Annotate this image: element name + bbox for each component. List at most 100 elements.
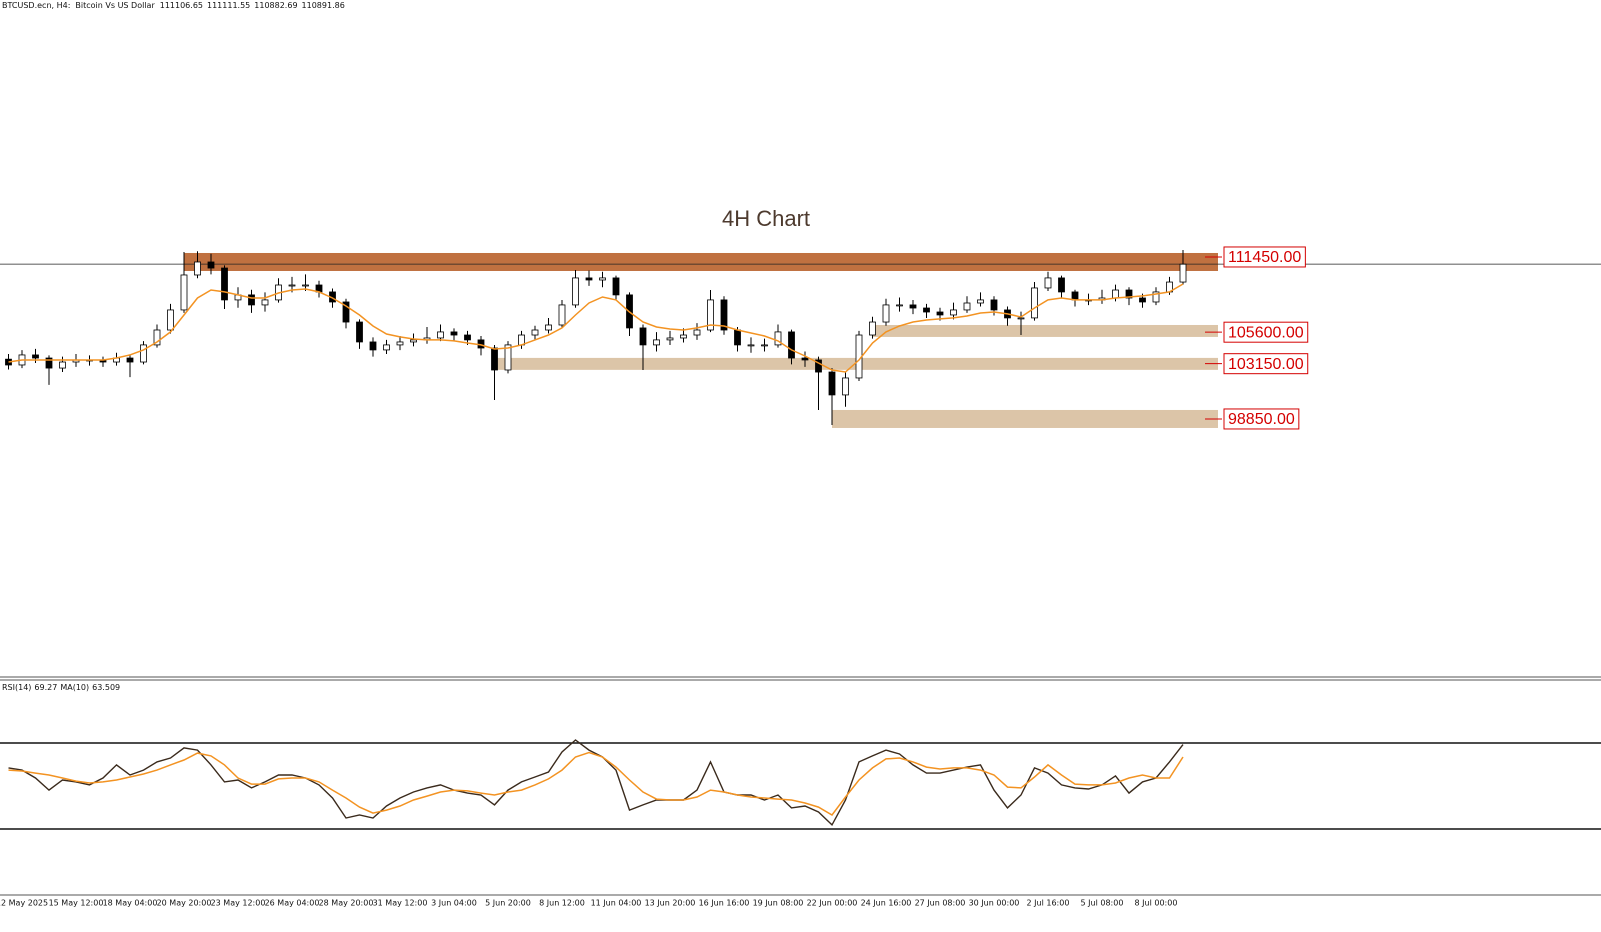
- candle-body: [720, 299, 728, 331]
- candle-body: [842, 377, 849, 396]
- candle-body: [977, 299, 984, 304]
- x-tick-label: 13 Jun 20:00: [645, 899, 696, 908]
- candle-body: [356, 321, 363, 343]
- candle-body: [1058, 277, 1065, 293]
- zone: [872, 324, 1218, 337]
- description: Bitcoin Vs US Dollar: [75, 1, 155, 10]
- candle-body: [194, 261, 201, 276]
- rsi-line: [8, 739, 1184, 827]
- close-value: 110891.86: [302, 1, 345, 10]
- candle-body: [1031, 287, 1038, 319]
- candle-body: [140, 344, 147, 363]
- level-label-box: [1223, 246, 1306, 268]
- rsi-name: RSI(14): [2, 683, 31, 692]
- x-tick-label: 22 Jun 00:00: [807, 899, 858, 908]
- level-label: 111450.00: [1228, 249, 1301, 266]
- candle-body: [747, 344, 755, 347]
- x-tick-label: 27 Jun 08:00: [915, 899, 966, 908]
- level-label-box: [1223, 321, 1309, 343]
- candle-body: [383, 344, 390, 351]
- candle-body: [788, 331, 795, 359]
- x-tick-label: 15 May 12:00: [49, 899, 104, 908]
- x-tick-label: 16 Jun 16:00: [699, 899, 750, 908]
- x-tick-label: 3 Jun 04:00: [431, 899, 477, 908]
- symbol: BTCUSD.ecn, H4:: [2, 1, 70, 10]
- candle-body: [437, 331, 444, 339]
- candle-body: [801, 357, 809, 361]
- candle-body: [815, 359, 822, 373]
- candle-body: [599, 277, 606, 281]
- candle-body: [1017, 317, 1025, 320]
- high-value: 111111.55: [207, 1, 250, 10]
- x-tick-label: 24 Jun 16:00: [861, 899, 912, 908]
- candle-body: [1112, 289, 1119, 299]
- candle-body: [909, 304, 917, 309]
- candle-body: [585, 277, 593, 281]
- x-tick-label: 5 Jun 20:00: [485, 899, 531, 908]
- candle-body: [923, 307, 930, 313]
- level-label: 105600.00: [1228, 324, 1304, 341]
- candle-body: [693, 329, 701, 336]
- candle-body: [288, 284, 296, 287]
- candle-body: [180, 274, 188, 311]
- candle-body: [666, 337, 674, 341]
- level-label: 98850.00: [1228, 411, 1295, 428]
- candle-body: [1179, 263, 1187, 283]
- candle-body: [491, 347, 498, 371]
- candle-body: [774, 331, 782, 346]
- candle-body: [410, 339, 417, 343]
- candle-body: [950, 309, 957, 316]
- rsi-value: 69.27: [34, 683, 57, 692]
- moving-average: [8, 283, 1184, 373]
- candle-body: [248, 294, 255, 306]
- x-tick-label: 23 May 12:00: [211, 899, 266, 908]
- open-value: 111106.65: [160, 1, 203, 10]
- x-tick-label: 18 May 04:00: [103, 899, 158, 908]
- candle-body: [59, 361, 66, 369]
- candle-body: [261, 299, 269, 306]
- candle-body: [761, 344, 768, 347]
- candle-body: [450, 331, 458, 336]
- zone: [184, 252, 1218, 271]
- x-tick-label: 12 May 2025: [0, 899, 48, 908]
- candle-body: [207, 261, 215, 269]
- candle-body: [369, 341, 377, 351]
- candle-body: [558, 304, 566, 326]
- candle-body: [1125, 289, 1133, 299]
- low-value: 110882.69: [254, 1, 297, 10]
- candle-body: [869, 321, 876, 336]
- chart-title: 4H Chart: [722, 206, 810, 231]
- x-tick-label: 8 Jul 00:00: [1135, 899, 1178, 908]
- candle-body: [126, 357, 134, 363]
- candle-body: [396, 341, 404, 346]
- candle-body: [963, 302, 971, 311]
- candle-body: [464, 334, 471, 341]
- candle-body: [45, 357, 53, 369]
- candle-body: [680, 334, 687, 339]
- x-tick-label: 5 Jul 08:00: [1081, 899, 1124, 908]
- candle-body: [882, 304, 890, 323]
- candle-body: [153, 329, 161, 346]
- rsi-ma-value: 63.509: [92, 683, 120, 692]
- level-label-box: [1223, 353, 1309, 375]
- candle-body: [1071, 291, 1079, 301]
- candle-body: [990, 299, 998, 311]
- candle-body: [639, 327, 647, 346]
- candle-body: [221, 267, 228, 301]
- level-label: 103150.00: [1228, 356, 1304, 373]
- candle-body: [1044, 277, 1052, 289]
- x-tick-label: 28 May 20:00: [319, 899, 374, 908]
- candle-body: [828, 371, 836, 396]
- candle-body: [1152, 291, 1160, 303]
- x-tick-label: 20 May 20:00: [157, 899, 212, 908]
- chart-header: BTCUSD.ecn, H4: Bitcoin Vs US Dollar 11110…: [2, 1, 345, 10]
- candle-body: [653, 339, 660, 346]
- x-tick-label: 31 May 12:00: [373, 899, 428, 908]
- candle-body: [545, 324, 552, 331]
- candle-body: [32, 354, 39, 359]
- candle-body: [734, 329, 741, 346]
- candle-body: [572, 277, 579, 306]
- rsi-ma-name: MA(10): [60, 683, 89, 692]
- candle-body: [707, 299, 714, 331]
